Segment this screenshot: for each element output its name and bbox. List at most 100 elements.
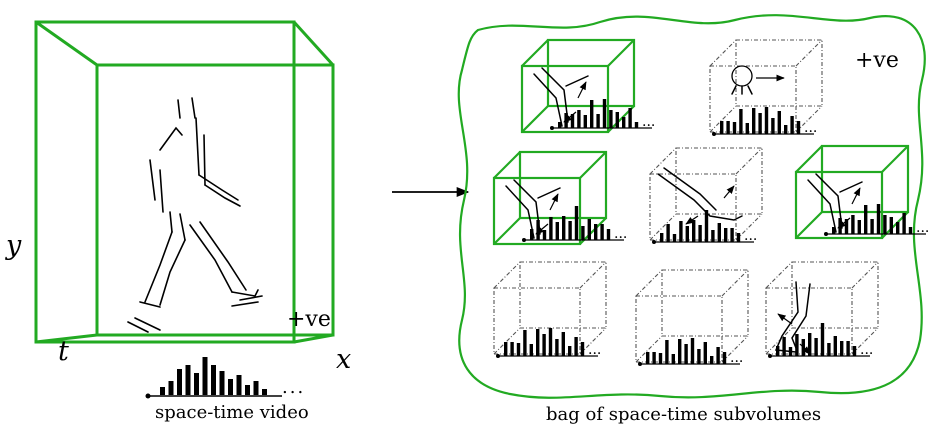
- histogram-bar: [739, 109, 743, 134]
- histogram-origin: [768, 354, 772, 358]
- histogram-bar: [219, 371, 225, 395]
- histogram-bar: [844, 219, 849, 234]
- histogram-bar: [851, 215, 855, 234]
- histogram-origin: [496, 354, 500, 358]
- histogram-origin: [652, 240, 656, 244]
- histogram-ellipsis: ...: [804, 120, 817, 136]
- histogram-bar: [570, 114, 575, 128]
- histogram-bar: [634, 122, 639, 128]
- histogram-bar: [730, 228, 734, 242]
- subvolume-bag-outline: [457, 14, 926, 399]
- histogram-bar: [864, 205, 868, 234]
- histogram-bar: [745, 123, 749, 134]
- histogram-bar: [692, 220, 696, 242]
- histogram-bar: [194, 373, 199, 395]
- histogram-origin: [824, 232, 828, 236]
- histogram-bar: [666, 224, 670, 242]
- histogram-bar: [724, 228, 728, 242]
- histogram-bar: [671, 354, 675, 364]
- histogram-bar: [908, 227, 913, 234]
- histogram-bar: [568, 221, 572, 240]
- histogram-bar: [562, 216, 566, 240]
- histogram-bar: [697, 349, 701, 364]
- histogram-bar: [840, 341, 844, 356]
- histogram-origin: [550, 126, 554, 130]
- space-time-video-cube: [34, 20, 335, 344]
- histogram-bar: [606, 229, 611, 240]
- histogram-bar: [542, 230, 547, 240]
- subvolume-r3c3: ...: [765, 261, 879, 358]
- histogram-bar: [548, 328, 553, 356]
- histogram-bar: [587, 219, 591, 240]
- walking-person-sketch: [127, 97, 263, 333]
- histogram-bar: [577, 110, 581, 128]
- video-histogram-ellipsis: ...: [282, 377, 306, 398]
- histogram-bar: [600, 224, 604, 240]
- subvolume-r2c2: ...: [649, 147, 763, 244]
- histogram-bar: [555, 222, 559, 240]
- histogram-ellipsis: ...: [614, 226, 627, 242]
- histogram-bar: [516, 343, 521, 356]
- histogram-bar: [564, 113, 568, 128]
- histogram-bar: [684, 344, 688, 364]
- histogram-bar: [703, 342, 707, 364]
- histogram-bar: [583, 115, 587, 128]
- histogram-bar: [790, 116, 794, 134]
- histogram-bar: [185, 365, 191, 395]
- histogram-ellipsis: ...: [744, 228, 757, 244]
- histogram-bar: [720, 121, 724, 134]
- histogram-bar: [784, 125, 788, 134]
- histogram-bar: [833, 336, 837, 356]
- histogram-bar: [660, 233, 664, 242]
- cube-depth-edges: [293, 333, 334, 344]
- histogram-bar: [736, 233, 741, 242]
- histogram-bar: [889, 217, 893, 234]
- histogram-bar: [838, 218, 842, 234]
- histogram-bar: [580, 342, 585, 356]
- histogram-bar: [211, 365, 216, 395]
- histogram-bar: [896, 222, 900, 234]
- histogram-ellipsis: ...: [916, 220, 929, 236]
- histogram-bar: [581, 226, 585, 240]
- histogram-bar: [253, 381, 259, 395]
- histogram-bar: [764, 107, 769, 134]
- histogram-bar: [555, 339, 559, 356]
- histogram-bar: [568, 346, 572, 356]
- histogram-bar: [758, 113, 762, 134]
- histogram-bar: [808, 333, 812, 356]
- histogram-ellipsis: ...: [642, 114, 655, 130]
- histogram-bar: [795, 334, 799, 356]
- histogram-bar: [716, 347, 720, 364]
- histogram-bar: [510, 342, 514, 356]
- histogram-bar: [732, 122, 737, 134]
- histogram-bar: [628, 108, 632, 128]
- axis-t-label: t: [58, 336, 69, 367]
- subvolume-r2c3: ...: [794, 144, 929, 240]
- histogram-bar: [690, 338, 695, 364]
- histogram-bar: [685, 226, 689, 242]
- histogram-bar: [857, 220, 861, 234]
- histogram-bar: [782, 337, 786, 356]
- histogram-bar: [704, 210, 709, 242]
- histogram-bar: [776, 346, 780, 356]
- histogram-bar: [504, 342, 508, 356]
- histogram-bar: [665, 340, 669, 364]
- histogram-ellipsis: ...: [588, 342, 601, 358]
- histogram-bar: [602, 99, 607, 128]
- histogram-bar: [801, 339, 805, 356]
- histogram-bar: [832, 227, 836, 234]
- bag-positive-label: +ve: [855, 48, 899, 73]
- histogram-bar: [615, 112, 619, 128]
- histogram-bar: [876, 204, 881, 234]
- histogram-bar: [530, 229, 534, 240]
- histogram-bar: [672, 234, 677, 242]
- histogram-bar: [160, 387, 165, 395]
- bag-caption: bag of space-time subvolumes: [546, 404, 822, 425]
- histogram-bar: [168, 381, 174, 395]
- histogram-bar: [590, 100, 594, 128]
- video-positive-label: +ve: [287, 307, 331, 332]
- histogram-bar: [752, 108, 756, 134]
- histogram-bar: [820, 323, 825, 356]
- histogram-bar: [870, 219, 874, 234]
